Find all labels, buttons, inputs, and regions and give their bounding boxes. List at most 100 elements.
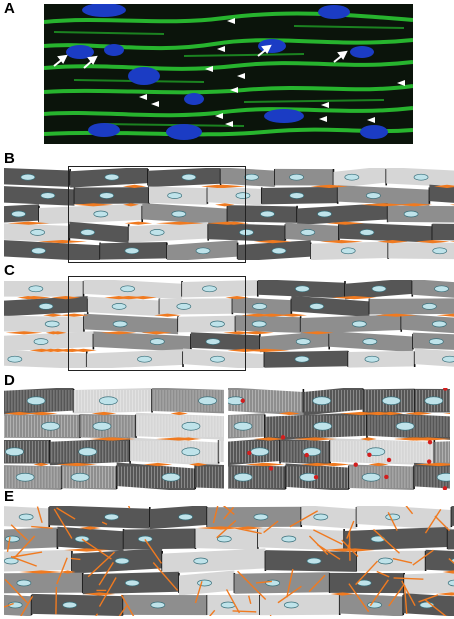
cell-nucleus — [150, 601, 166, 609]
cell-nucleus — [70, 472, 90, 482]
fibrosis-strand — [414, 462, 450, 467]
fibrosis-strand — [404, 411, 432, 416]
cell-nucleus — [317, 210, 332, 218]
panel-label-e: E — [4, 488, 15, 505]
cell-nucleus — [62, 601, 78, 609]
red-marker — [427, 439, 433, 445]
cardiomyocyte — [301, 506, 357, 530]
cell-nucleus — [28, 285, 44, 293]
cell-nucleus — [99, 192, 114, 199]
fibrosis-mesh — [53, 508, 73, 539]
fibrosis-mesh — [36, 506, 43, 523]
fibrosis-strand — [59, 570, 76, 574]
cell-nucleus — [378, 557, 393, 565]
fibrosis-strand — [300, 462, 334, 467]
cell-nucleus — [432, 247, 448, 255]
cell-nucleus — [359, 229, 375, 236]
cell-nucleus — [5, 535, 20, 543]
fibrosis-strand — [442, 413, 450, 414]
cell-nucleus — [265, 579, 281, 587]
cell-nucleus — [233, 421, 253, 431]
cardiomyocyte — [116, 462, 196, 490]
fibrosis-mesh — [405, 506, 414, 515]
fibrosis-mesh — [277, 585, 302, 604]
fibrosis-strand — [156, 221, 204, 225]
fibrosis-mesh — [4, 578, 28, 604]
tissue-schematic-b-svg — [4, 168, 454, 260]
cell-nucleus — [239, 229, 254, 236]
cell-nucleus — [193, 557, 209, 565]
cell-nucleus — [176, 303, 192, 310]
cardiomyocyte — [432, 223, 454, 241]
cell-nucleus — [114, 557, 130, 565]
cardiomyocyte — [337, 185, 430, 206]
fibrosis-strand — [442, 570, 454, 574]
red-marker — [304, 452, 309, 458]
cardiomyocyte — [190, 332, 260, 351]
fibrosis-strand — [436, 313, 454, 317]
cell-nucleus — [210, 320, 225, 328]
fibrosis-mesh — [70, 557, 81, 561]
fibrosis-mesh — [6, 536, 11, 552]
cardiomyocyte — [182, 280, 258, 298]
cardiomyocyte — [4, 315, 84, 333]
cell-nucleus — [309, 303, 325, 310]
fibrosis-strand — [436, 592, 454, 596]
cell-nucleus — [260, 210, 275, 218]
cardiomyocyte — [128, 222, 209, 243]
red-marker — [442, 486, 448, 490]
red-marker — [367, 452, 372, 457]
fibrosis-strand — [278, 411, 300, 416]
cell-nucleus — [251, 320, 267, 328]
cardiomyocyte — [429, 184, 454, 203]
zoomed-schematic-d-left — [4, 388, 224, 490]
cell-nucleus — [271, 247, 287, 255]
fibrosis-mesh — [424, 509, 442, 534]
cell-nucleus — [11, 210, 26, 218]
cardiomyocyte — [297, 203, 388, 225]
fibrosis-mesh — [412, 549, 434, 566]
cardiomyocyte — [4, 572, 83, 594]
cardiomyocyte — [123, 528, 196, 550]
fibrosis-mesh — [434, 515, 450, 532]
cell-nucleus — [364, 355, 380, 363]
tissue-schematic-e-svg — [4, 506, 454, 616]
cell-nucleus — [195, 247, 211, 255]
cardiomyocyte — [344, 527, 448, 551]
fibrosis-mesh — [255, 580, 272, 584]
cardiomyocyte — [4, 350, 87, 368]
cell-nucleus — [252, 303, 267, 310]
cardiomyocyte — [178, 315, 236, 333]
fibrosis-strand — [189, 462, 208, 467]
cell-nucleus — [197, 579, 212, 587]
tissue-schematic-e — [4, 506, 454, 616]
fibrosis-mesh — [56, 557, 68, 585]
cell-nucleus — [413, 173, 429, 181]
fibrosis-strand — [91, 411, 117, 416]
cell-nucleus — [18, 513, 34, 521]
cardiomyocyte — [447, 529, 454, 550]
fibrosis-mesh — [392, 557, 413, 564]
fibrosis-mesh — [87, 551, 115, 578]
fibrosis-strand — [320, 240, 363, 244]
fibrosis-strand — [206, 184, 238, 188]
cardiomyocyte — [4, 186, 75, 206]
cell-nucleus — [112, 320, 128, 328]
fibrosis-strand — [310, 184, 349, 188]
fibrosis-strand — [19, 570, 64, 574]
cardiomyocyte — [38, 203, 143, 225]
fibrosis-mesh — [144, 539, 163, 564]
red-marker — [280, 435, 286, 440]
fibrosis-strand — [402, 437, 450, 441]
fibrosis-strand — [215, 203, 235, 207]
cardiomyocyte — [4, 168, 71, 187]
cell-nucleus — [40, 192, 56, 199]
panel-label-a: A — [4, 0, 15, 17]
cell-nucleus — [361, 472, 381, 482]
fibrosis-strand — [433, 184, 454, 188]
cell-nucleus — [313, 421, 333, 431]
cell-nucleus — [220, 601, 236, 609]
cell-nucleus — [26, 396, 46, 406]
cardiomyocyte — [195, 463, 224, 489]
fibrosis-mesh — [387, 512, 398, 531]
